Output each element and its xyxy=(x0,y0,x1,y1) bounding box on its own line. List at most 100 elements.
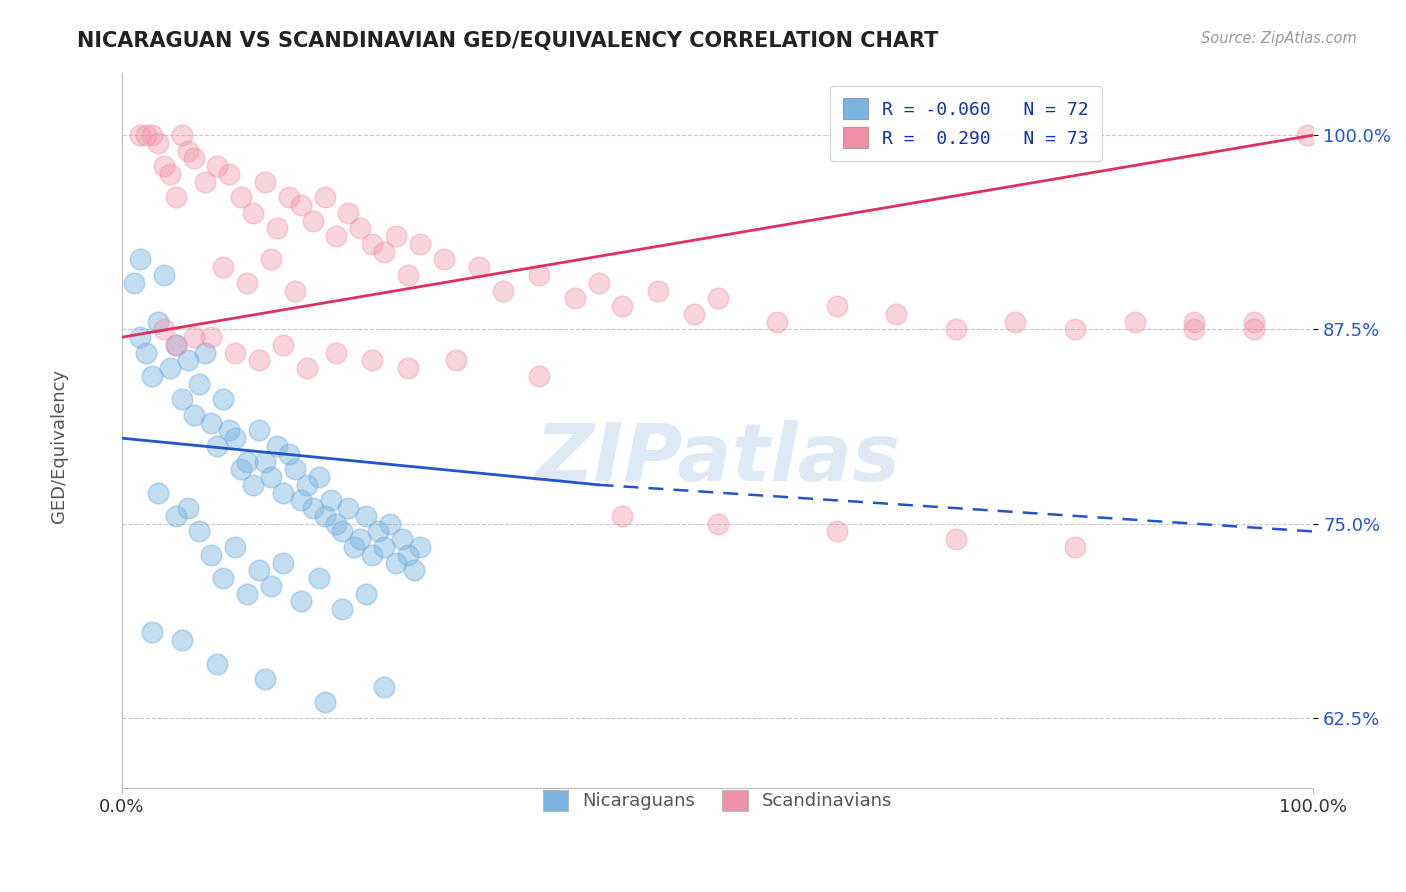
Point xyxy=(1064,322,1087,336)
Point xyxy=(337,501,360,516)
Point xyxy=(277,190,299,204)
Point xyxy=(349,221,371,235)
Point xyxy=(361,548,384,562)
Point xyxy=(612,299,634,313)
Point xyxy=(308,470,330,484)
Point xyxy=(231,462,253,476)
Point xyxy=(373,244,395,259)
Point xyxy=(588,276,610,290)
Point xyxy=(396,548,419,562)
Point xyxy=(295,361,318,376)
Point xyxy=(260,252,283,267)
Point xyxy=(165,338,187,352)
Point xyxy=(271,485,294,500)
Point xyxy=(354,508,377,523)
Point xyxy=(385,556,408,570)
Point xyxy=(373,540,395,554)
Point xyxy=(284,284,307,298)
Point xyxy=(612,508,634,523)
Point xyxy=(385,229,408,244)
Point xyxy=(183,408,205,422)
Point xyxy=(301,501,323,516)
Point xyxy=(396,268,419,282)
Point xyxy=(146,485,169,500)
Point xyxy=(129,128,152,143)
Point xyxy=(409,236,432,251)
Point xyxy=(183,330,205,344)
Point xyxy=(253,175,276,189)
Point xyxy=(1243,315,1265,329)
Point xyxy=(266,221,288,235)
Point xyxy=(152,159,174,173)
Point xyxy=(236,276,259,290)
Point xyxy=(295,478,318,492)
Point xyxy=(332,602,354,616)
Point xyxy=(188,524,211,539)
Point xyxy=(319,493,342,508)
Point xyxy=(141,128,163,143)
Point xyxy=(176,144,198,158)
Point xyxy=(361,353,384,368)
Point xyxy=(146,315,169,329)
Point xyxy=(564,291,586,305)
Text: NICARAGUAN VS SCANDINAVIAN GED/EQUIVALENCY CORRELATION CHART: NICARAGUAN VS SCANDINAVIAN GED/EQUIVALEN… xyxy=(77,31,939,51)
Point xyxy=(1243,322,1265,336)
Point xyxy=(367,524,389,539)
Point xyxy=(332,524,354,539)
Point xyxy=(146,136,169,150)
Point xyxy=(135,128,157,143)
Point xyxy=(207,657,229,671)
Point xyxy=(260,579,283,593)
Point xyxy=(212,260,235,275)
Point xyxy=(325,229,347,244)
Point xyxy=(165,508,187,523)
Point xyxy=(253,672,276,686)
Point xyxy=(314,508,336,523)
Point xyxy=(354,586,377,600)
Point xyxy=(1064,540,1087,554)
Point xyxy=(271,338,294,352)
Point xyxy=(290,198,312,212)
Point xyxy=(527,369,550,384)
Point xyxy=(141,369,163,384)
Point xyxy=(1182,315,1205,329)
Point xyxy=(373,680,395,694)
Point xyxy=(396,361,419,376)
Point xyxy=(159,361,181,376)
Point xyxy=(129,330,152,344)
Point xyxy=(945,532,967,546)
Point xyxy=(301,213,323,227)
Point xyxy=(1296,128,1319,143)
Text: GED/Equivalency: GED/Equivalency xyxy=(51,369,67,523)
Point xyxy=(314,190,336,204)
Point xyxy=(349,532,371,546)
Point xyxy=(231,190,253,204)
Point xyxy=(159,167,181,181)
Point xyxy=(170,392,193,407)
Point xyxy=(188,376,211,391)
Point xyxy=(277,447,299,461)
Point xyxy=(176,501,198,516)
Point xyxy=(290,493,312,508)
Point xyxy=(224,431,246,445)
Point xyxy=(308,571,330,585)
Point xyxy=(207,159,229,173)
Point xyxy=(236,586,259,600)
Point xyxy=(766,315,789,329)
Point xyxy=(825,299,848,313)
Point xyxy=(200,330,222,344)
Point xyxy=(1004,315,1026,329)
Point xyxy=(1182,322,1205,336)
Point xyxy=(141,625,163,640)
Point xyxy=(825,524,848,539)
Point xyxy=(391,532,413,546)
Point xyxy=(129,252,152,267)
Point xyxy=(253,454,276,468)
Point xyxy=(207,439,229,453)
Point xyxy=(266,439,288,453)
Point xyxy=(290,594,312,608)
Point xyxy=(1123,315,1146,329)
Point xyxy=(945,322,967,336)
Point xyxy=(236,454,259,468)
Point xyxy=(361,236,384,251)
